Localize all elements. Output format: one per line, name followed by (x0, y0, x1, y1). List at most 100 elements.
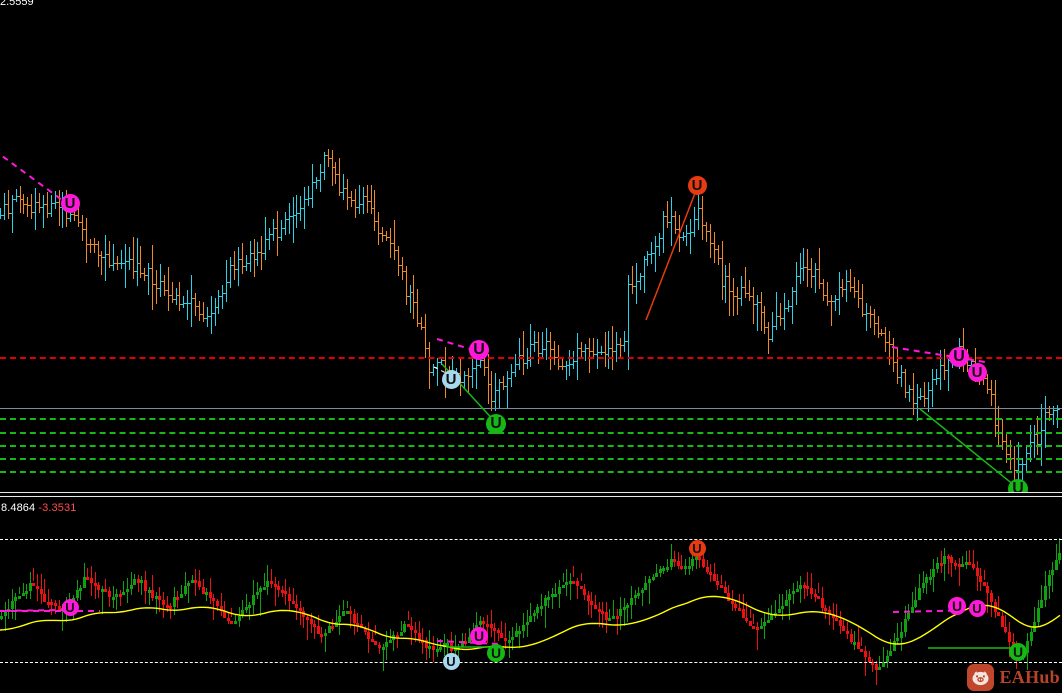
oscillator-bar (979, 575, 982, 582)
oscillator-bar (1051, 569, 1054, 576)
sell-signal[interactable]: U (948, 597, 966, 615)
oscillator-bar (238, 615, 241, 622)
price-bar (0, 208, 1, 219)
oscillator-bar (893, 641, 896, 652)
price-bar (47, 191, 48, 218)
price-bar (764, 306, 765, 335)
oscillator-bar (608, 617, 611, 621)
separator-line-top (0, 492, 1062, 493)
oscillator-bar (763, 621, 766, 627)
price-bar (176, 288, 177, 306)
oscillator-bar (770, 613, 773, 620)
price-bar (226, 259, 227, 302)
oscillator-bar (40, 589, 43, 595)
oscillator-wick (617, 608, 618, 636)
oscillator-wick (984, 569, 985, 581)
exit-signal[interactable]: U (687, 175, 707, 195)
price-bar-open-tick (673, 216, 675, 217)
price-bar-open-tick (1028, 453, 1030, 454)
oscillator-bar (270, 580, 273, 585)
oscillator-bar (1040, 599, 1043, 609)
price-bar-open-tick (712, 243, 714, 244)
price-bar-open-tick (384, 235, 386, 236)
oscillator-bar (50, 601, 53, 605)
sell-signal[interactable]: U (469, 340, 489, 360)
price-bar-open-tick (415, 302, 417, 303)
exit-signal[interactable]: U (688, 539, 706, 557)
neutral-signal[interactable]: U (441, 369, 461, 389)
sell-signal[interactable]: U (967, 362, 987, 382)
price-bar-open-tick (76, 215, 78, 216)
neutral-signal[interactable]: U (442, 652, 460, 670)
price-bar-open-tick (236, 269, 238, 270)
price-bar (733, 278, 734, 317)
oscillator-bar (724, 586, 727, 594)
price-bar (948, 354, 949, 391)
oscillator-wick (33, 567, 34, 582)
oscillator-wick (581, 572, 582, 581)
price-bar (98, 241, 99, 267)
price-bar-open-tick (1035, 434, 1037, 435)
oscillator-wick (509, 630, 510, 659)
price-bar-open-tick (817, 269, 819, 270)
buy-signal[interactable]: U (487, 644, 505, 662)
oscillator-wick (19, 587, 20, 595)
oscillator-bar (648, 579, 651, 584)
oscillator-bar (493, 627, 496, 631)
price-bar (991, 380, 992, 406)
oscillator-bar (878, 667, 881, 671)
oscillator-bar (385, 642, 388, 647)
oscillator-wick (591, 591, 592, 619)
price-bar-open-tick (649, 254, 651, 255)
price-bar-open-tick (735, 296, 737, 297)
sell-signal[interactable]: U (470, 627, 488, 645)
oversold-level-line (0, 662, 1062, 663)
price-bar-open-tick (622, 345, 624, 346)
oscillator-bar (918, 588, 921, 600)
oscillator-bar (868, 656, 871, 662)
oscillator-wick (120, 590, 121, 606)
sell-signal[interactable]: U (949, 347, 969, 367)
oscillator-bar (382, 646, 385, 650)
price-bar-open-tick (213, 313, 215, 314)
oscillator-bar (187, 583, 190, 587)
oscillator-wick (26, 584, 27, 599)
oscillator-wick (199, 569, 200, 590)
price-bar-open-tick (564, 366, 566, 367)
sell-signal[interactable]: U (968, 599, 986, 617)
oscillator-bar (889, 651, 892, 657)
buy-signal-glyph: U (1012, 644, 1024, 660)
price-bar-open-tick (25, 204, 27, 205)
oscillator-wick (919, 574, 920, 600)
oscillator-bar (79, 587, 82, 591)
price-bar-open-tick (302, 208, 304, 209)
price-bar-open-tick (1024, 464, 1026, 465)
price-bar-open-tick (337, 174, 339, 175)
price-bar (1057, 404, 1058, 428)
price-bar-open-tick (751, 296, 753, 297)
oscillator-wick (264, 572, 265, 587)
buy-signal[interactable]: U (1008, 479, 1028, 492)
sell-signal[interactable]: U (60, 193, 80, 213)
price-bar (620, 337, 621, 360)
oscillator-wick (941, 550, 942, 573)
sell-signal[interactable]: U (61, 598, 79, 616)
price-bar (866, 302, 867, 332)
price-bar (655, 235, 656, 273)
price-bar (355, 188, 356, 219)
oscillator-bar (814, 593, 817, 597)
oscillator-bar (572, 580, 575, 584)
oscillator-bar (205, 592, 208, 596)
buy-signal[interactable]: U (1009, 643, 1027, 661)
oscillator-wick (152, 574, 153, 601)
price-bar (807, 248, 808, 287)
price-bar (667, 201, 668, 229)
price-bar (1049, 405, 1050, 421)
buy-signal[interactable]: U (486, 414, 506, 434)
price-bar-open-tick (899, 377, 901, 378)
price-bar (714, 232, 715, 264)
oscillator-bar (612, 615, 615, 619)
oscillator-bar (108, 591, 111, 598)
